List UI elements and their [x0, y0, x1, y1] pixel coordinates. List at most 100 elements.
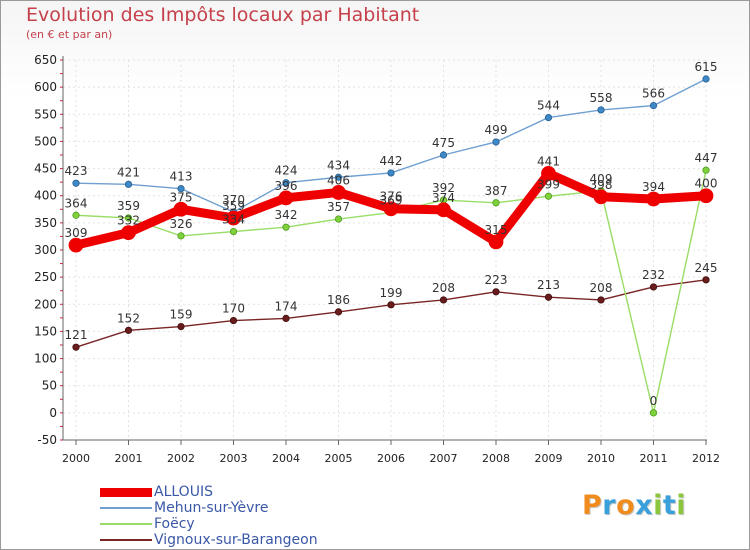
legend-label: Mehun-sur-Yèvre [154, 500, 269, 516]
data-point [702, 276, 710, 284]
data-point [646, 191, 661, 207]
data-label: 392 [432, 181, 455, 195]
y-tick-label: 150 [34, 324, 57, 338]
y-tick-label: 400 [34, 189, 57, 203]
data-label: 208 [590, 281, 613, 295]
data-label: 199 [380, 286, 403, 300]
legend-item: ALLOUIS [100, 484, 213, 500]
data-point [229, 227, 238, 236]
data-point [278, 190, 294, 206]
y-tick-label: 250 [34, 270, 57, 284]
data-label: 342 [275, 208, 298, 222]
x-tick-label: 2001 [115, 452, 143, 465]
y-tick-label: 100 [34, 352, 57, 366]
data-label: 434 [327, 158, 350, 172]
data-label: 376 [380, 190, 403, 204]
axes: -50 0 50 100 150 200 250 300 350 400 450 500 550 600 6… [34, 53, 720, 465]
data-point [387, 301, 395, 309]
data-point [649, 102, 658, 110]
data-label: 387 [485, 184, 508, 198]
data-point [177, 185, 185, 193]
data-label: 309 [65, 226, 88, 240]
x-tick-label: 2008 [482, 452, 510, 465]
data-label: 409 [590, 172, 613, 186]
logo-letter: r [602, 490, 617, 521]
y-tick-label: 200 [34, 297, 57, 311]
data-point [702, 75, 710, 83]
legend-swatch [100, 487, 152, 497]
data-label: 359 [117, 199, 140, 213]
y-tick-label: -50 [37, 433, 57, 447]
data-point [492, 138, 500, 146]
data-label: 152 [117, 311, 140, 325]
data-label: 544 [537, 99, 560, 113]
data-label: 159 [170, 308, 193, 322]
data-label: 334 [222, 213, 245, 227]
legend-label: Vignoux-sur-Barangeon [154, 532, 318, 548]
data-point [124, 180, 133, 188]
data-point [226, 210, 241, 226]
data-point [124, 326, 133, 334]
data-label: 442 [380, 154, 403, 168]
grid [63, 59, 707, 441]
data-label: 186 [327, 293, 350, 307]
x-tick-label: 2004 [272, 452, 300, 465]
x-tick-label: 2006 [377, 452, 405, 465]
x-tick-label: 2000 [62, 452, 90, 465]
data-label: 413 [170, 170, 193, 184]
data-point [121, 225, 136, 241]
data-point [649, 283, 658, 291]
data-point [177, 322, 185, 331]
data-label: 332 [117, 214, 140, 228]
data-labels: 309 332 375 359 396 406 376 374 315 441 398 394 400 4… [65, 60, 718, 408]
data-point [436, 202, 451, 218]
data-point [68, 237, 84, 253]
x-tick-label: 2012 [692, 452, 720, 465]
x-tick-label: 2011 [640, 452, 668, 465]
data-label: 364 [65, 196, 88, 210]
logo-letter: t [662, 490, 677, 521]
legend-label: ALLOUIS [154, 484, 213, 500]
data-label: 0 [650, 394, 658, 408]
data-label: 370 [222, 193, 245, 207]
y-tick-label: 0 [49, 406, 57, 420]
data-label: 399 [537, 177, 560, 191]
legend-item: Foëcy [100, 516, 195, 532]
data-label: 375 [170, 190, 193, 204]
data-point [544, 192, 553, 200]
data-label: 170 [222, 302, 245, 316]
data-point [597, 106, 605, 114]
data-label: 398 [590, 178, 613, 192]
data-point [492, 199, 500, 207]
data-label: 357 [327, 200, 350, 214]
y-tick-label: 50 [42, 379, 57, 393]
logo-letter: i [676, 490, 687, 521]
data-point [649, 409, 658, 417]
data-label: 423 [65, 164, 88, 178]
data-point [173, 201, 189, 217]
chart-subtitle: (en € et par an) [26, 28, 113, 41]
data-point [282, 179, 290, 187]
data-point [541, 166, 556, 181]
data-point [229, 316, 238, 325]
y-tick-label: 650 [34, 53, 57, 67]
data-point [544, 113, 553, 122]
legend-label: Foëcy [154, 516, 195, 532]
data-point [282, 223, 290, 231]
series-points [68, 75, 714, 417]
data-point [334, 215, 343, 223]
data-point [698, 188, 714, 204]
logo-letter: o [616, 490, 636, 521]
data-point [331, 185, 346, 200]
data-point [383, 201, 399, 217]
data-label: 447 [695, 151, 718, 165]
chart-title: Evolution des Impôts locaux par Habitant [26, 4, 420, 26]
legend-swatch [100, 539, 152, 541]
data-label: 245 [695, 261, 718, 275]
data-label: 374 [432, 191, 455, 205]
x-tick-label: 2010 [587, 452, 615, 465]
data-label: 208 [432, 281, 455, 295]
data-label: 396 [275, 179, 298, 193]
y-tick-label: 500 [34, 134, 57, 148]
data-label: 223 [485, 273, 508, 287]
